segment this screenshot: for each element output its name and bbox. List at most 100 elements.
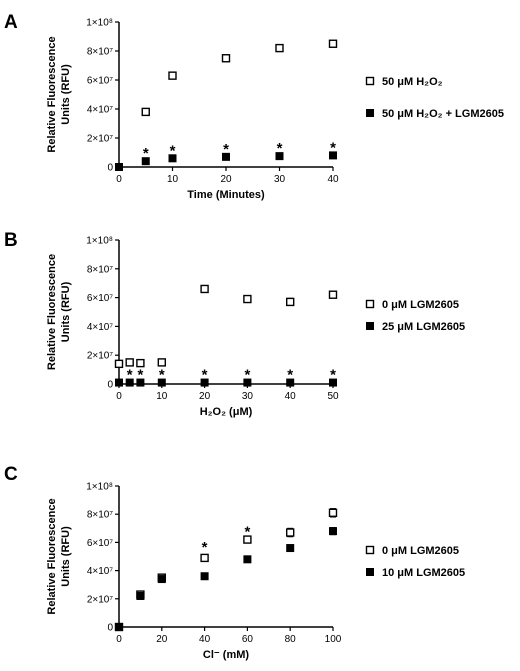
- panel-c-legend-label: 0 μM LGM2605: [382, 545, 459, 557]
- panel-a-x-tick-label: 0: [116, 174, 122, 185]
- data-point: [136, 378, 145, 387]
- panel-b-y-axis-title: Relative Fluorescence: [46, 254, 58, 370]
- panel-c-letter: C: [4, 464, 18, 485]
- panel-a-y-tick-label: 6×10⁷: [87, 76, 114, 87]
- data-point: [136, 591, 145, 600]
- panel-b-y-tick-label: 8×10⁷: [87, 264, 114, 275]
- panel-b-letter: B: [4, 230, 18, 251]
- panel-a-y-tick-label: 0: [107, 163, 113, 174]
- panel-b-significance-star: *: [137, 367, 143, 384]
- panel-c-y-axis-title: Relative Fluorescence: [46, 498, 58, 614]
- data-point: [222, 152, 230, 161]
- panel-a-significance-star: *: [277, 140, 283, 157]
- data-point: [328, 290, 338, 299]
- panel-c-x-tick-label: 40: [199, 634, 211, 645]
- data-point: [125, 358, 134, 367]
- panel-b-y-axis-title: Units (RFU): [60, 281, 72, 342]
- panel-b-significance-star: *: [244, 367, 250, 384]
- panel-c-y-tick-label: 8×10⁷: [87, 510, 114, 521]
- data-point: [168, 154, 177, 163]
- panel-c-legend-marker: [365, 545, 375, 555]
- panel-b-legend-label: 25 μM LGM2605: [382, 321, 465, 333]
- panel-b-series-2: [115, 378, 337, 387]
- panel-c-y-tick-label: 0: [107, 623, 113, 634]
- panel-a-legend-marker: [365, 76, 375, 86]
- data-point: [125, 378, 134, 387]
- data-point: [243, 294, 252, 304]
- panel-a: A 0 2×10⁷ 4×10⁷ 6×10⁷ 8×10⁷ 1×10⁸ 0 10 20 30 40 Tim…: [4, 12, 504, 201]
- panel-c-significance-star: *: [244, 524, 250, 541]
- data-point: [286, 378, 295, 387]
- panel-b-significance-star: *: [287, 367, 293, 384]
- data-point: [200, 572, 209, 581]
- data-point: [329, 378, 337, 387]
- data-point: [115, 623, 123, 631]
- panel-a-significance-star: *: [223, 141, 229, 158]
- panel-c-x-tick-label: 0: [116, 634, 122, 645]
- panel-a-x-tick-label: 40: [327, 174, 339, 185]
- panel-c-legend-marker: [366, 568, 374, 576]
- data-point: [136, 358, 145, 368]
- panel-b-y-tick-label: 2×10⁷: [87, 351, 114, 362]
- panel-a-legend-label: 50 μM H₂O₂ + LGM2605: [382, 108, 504, 120]
- panel-b-x-tick-label: 20: [199, 391, 211, 402]
- data-point: [286, 544, 295, 553]
- panel-b-x-tick-label: 40: [285, 391, 297, 402]
- panel-c-x-tick-label: 100: [325, 634, 342, 645]
- data-point: [221, 54, 231, 63]
- panel-b-x-tick-label: 30: [242, 391, 254, 402]
- panel-b-significance-star: *: [127, 367, 133, 384]
- panel-a-series-2: [115, 151, 337, 171]
- panel-a-y-axis-title: Units (RFU): [60, 64, 72, 125]
- panel-a-x-tick-label: 10: [167, 174, 179, 185]
- panel-a-significance-star: *: [170, 142, 176, 159]
- panel-b-legend-label: 0 μM LGM2605: [382, 299, 459, 311]
- panel-c: C 0 2×10⁷ 4×10⁷ 6×10⁷ 8×10⁷ 1×10⁸ 0 20 40 60 80 100…: [4, 464, 465, 661]
- data-point: [141, 107, 150, 117]
- panel-b-legend-marker: [366, 322, 374, 330]
- data-point: [286, 297, 295, 307]
- panel-b-x-tick-label: 0: [116, 391, 122, 402]
- panel-a-legend-label: 50 μM H₂O₂: [382, 76, 443, 88]
- data-point: [243, 555, 252, 564]
- data-point: [200, 378, 209, 387]
- data-point: [157, 575, 166, 584]
- panel-a-y-axis-title: Relative Fluorescence: [46, 36, 58, 152]
- data-point: [243, 535, 252, 544]
- panel-a-x-tick-label: 20: [220, 174, 232, 185]
- panel-b-significance-star: *: [159, 367, 165, 384]
- panel-a-letter: A: [4, 12, 18, 33]
- data-point: [200, 553, 209, 563]
- panel-b-significance-star: *: [202, 367, 208, 384]
- data-point: [168, 71, 177, 80]
- panel-b-y-tick-label: 1×10⁸: [86, 236, 113, 247]
- panel-b-series-1: [114, 284, 338, 369]
- panel-a-x-axis-title: Time (Minutes): [187, 189, 265, 201]
- data-point: [115, 378, 123, 387]
- panel-a-y-tick-label: 8×10⁷: [87, 47, 114, 58]
- data-point: [200, 284, 209, 294]
- panel-c-y-tick-label: 1×10⁸: [86, 482, 113, 493]
- data-point: [275, 43, 284, 53]
- panel-c-y-tick-label: 2×10⁷: [87, 594, 114, 605]
- panel-c-significance-star: *: [202, 539, 208, 556]
- panel-c-legend-label: 10 μM LGM2605: [382, 567, 465, 579]
- panel-c-series-1: [114, 508, 338, 632]
- panel-b-x-tick-label: 10: [156, 391, 168, 402]
- panel-b-x-tick-label: 50: [327, 391, 339, 402]
- panel-b-significance-star: *: [330, 367, 336, 384]
- data-point: [328, 39, 338, 48]
- data-point: [286, 528, 295, 537]
- panel-b-y-tick-label: 0: [107, 380, 113, 391]
- panel-a-significance-star: *: [330, 139, 336, 156]
- data-point: [329, 151, 337, 160]
- panel-a-y-tick-label: 2×10⁷: [87, 134, 114, 145]
- panel-a-significance-star: *: [143, 145, 149, 162]
- data-point: [115, 163, 123, 171]
- panel-b-y-tick-label: 4×10⁷: [87, 322, 114, 333]
- panel-c-x-tick-label: 80: [285, 634, 297, 645]
- data-point: [329, 527, 337, 536]
- panel-b: B 0 2×10⁷ 4×10⁷ 6×10⁷ 8×10⁷ 1×10⁸ 0 10 20 30 40 50 H…: [4, 230, 465, 418]
- data-point: [243, 378, 252, 387]
